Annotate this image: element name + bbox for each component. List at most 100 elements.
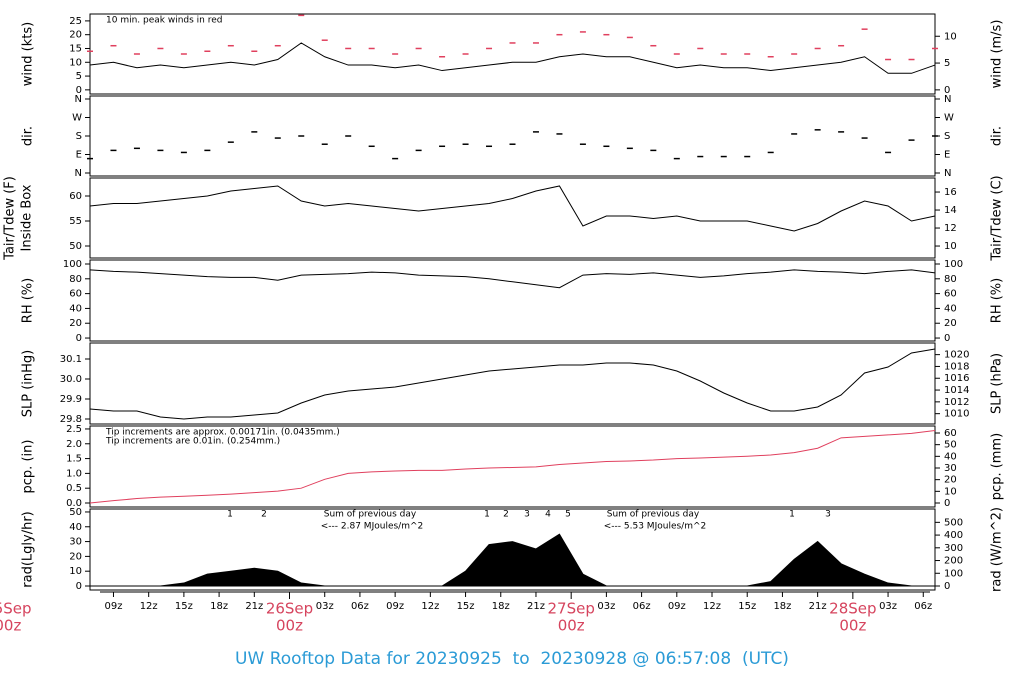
y-tick-label: 5: [76, 71, 82, 82]
y-axis-label: RH (%): [21, 278, 36, 323]
x-tick-label: 09z: [104, 601, 122, 612]
x-tick-label: 09z: [668, 601, 686, 612]
y-tick-label: 15: [69, 43, 82, 54]
y-tick-label: 0.5: [66, 483, 82, 494]
y2-tick-label: 16: [944, 187, 957, 198]
y2-axis-label: pcp. (mm): [990, 433, 1005, 500]
annotation: <--- 2.87 MJoules/m^2: [321, 522, 423, 532]
x-tick-label: 06z: [633, 601, 651, 612]
x-tick-label: 21z: [809, 601, 827, 612]
annotation: 1: [789, 510, 795, 520]
x-tick-label: 12z: [140, 601, 158, 612]
panel-frame: [89, 342, 936, 425]
x-tick-label: 06z: [351, 601, 369, 612]
y2-tick-label: 300: [944, 543, 963, 554]
y2-axis-label: rad (W/m^2): [990, 507, 1005, 592]
y2-tick-label: 10: [944, 31, 957, 42]
y-tick-label: W: [72, 113, 82, 124]
y2-tick-label: 0: [944, 581, 950, 592]
y-tick-label: 2.5: [66, 424, 82, 435]
x-tick-label: 18z: [773, 601, 791, 612]
y2-tick-label: 50: [944, 440, 957, 451]
panel-frame: [89, 95, 936, 177]
day-label: 26Sep: [266, 600, 313, 618]
x-tick-label: 03z: [597, 601, 615, 612]
y2-tick-label: 0: [944, 498, 950, 509]
y2-tick-label: 500: [944, 517, 963, 528]
x-tick-label: 12z: [421, 601, 439, 612]
data-line: [89, 348, 936, 420]
y-tick-label: 0: [76, 85, 82, 96]
y-tick-label: 0: [76, 333, 82, 344]
y2-axis-label: RH (%): [990, 278, 1005, 323]
annotation: 1: [227, 510, 233, 520]
y-tick-label: 29.9: [60, 394, 82, 405]
y2-tick-label: 14: [944, 205, 957, 216]
y2-tick-label: 1012: [944, 397, 969, 408]
y2-tick-label: 80: [944, 274, 957, 285]
y-axis-label: wind (kts): [21, 22, 36, 86]
y-tick-label: 50: [69, 241, 82, 252]
y2-tick-label: 1020: [944, 350, 969, 361]
y-tick-label: 60: [69, 289, 82, 300]
panel-frame: [89, 13, 936, 95]
y-tick-label: 30: [69, 537, 82, 548]
annotation: 3: [524, 510, 530, 520]
y2-tick-label: 60: [944, 428, 957, 439]
y-tick-label: 40: [69, 303, 82, 314]
x-tick-label: 21z: [527, 601, 545, 612]
x-tick-label: 09z: [386, 601, 404, 612]
annotation: <--- 5.53 MJoules/m^2: [604, 522, 706, 532]
y2-tick-label: N: [944, 94, 951, 105]
data-line: [89, 269, 936, 289]
y-axis-label: Inside Box: [20, 184, 35, 251]
annotation: 1: [484, 510, 490, 520]
y2-axis-label: Tair/Tdew (C): [990, 175, 1005, 261]
annotation: 2: [503, 510, 509, 520]
annotation: 2: [261, 510, 267, 520]
y2-tick-label: N: [944, 168, 951, 179]
y2-tick-label: 60: [944, 289, 957, 300]
day-label: 28Sep: [829, 600, 876, 618]
y-tick-label: 29.8: [60, 414, 82, 425]
x-tick-label: 15z: [457, 601, 475, 612]
annotation: Sum of previous day: [607, 510, 700, 520]
y-tick-label: E: [76, 149, 82, 160]
y-axis-label: rad(Lgly/hr): [21, 511, 36, 587]
y-tick-label: 1.0: [66, 468, 82, 479]
y2-tick-label: S: [944, 131, 950, 142]
panel-frame: [89, 259, 936, 342]
annotation: Sum of previous day: [324, 510, 417, 520]
y-axis-label: Tair/Tdew (F): [3, 176, 18, 261]
y2-tick-label: 1016: [944, 373, 969, 384]
annotation: 10 min. peak winds in red: [106, 16, 223, 26]
annotation: 3: [825, 510, 831, 520]
panel-frame: [89, 425, 936, 508]
y-tick-label: 25: [69, 16, 82, 27]
y-tick-label: 1.5: [66, 454, 82, 465]
day-label: 27Sep: [548, 600, 595, 618]
day-label: 00z: [839, 617, 866, 635]
x-tick-label: 18z: [210, 601, 228, 612]
y2-tick-label: 400: [944, 530, 963, 541]
y-tick-label: 0: [76, 581, 82, 592]
panel-frame: [89, 508, 936, 591]
annotation: 5: [565, 510, 571, 520]
y-tick-label: 40: [69, 522, 82, 533]
y-axis-label: SLP (inHg): [21, 350, 36, 418]
y-tick-label: 80: [69, 274, 82, 285]
y-tick-label: 50: [69, 507, 82, 518]
y-tick-label: 20: [69, 30, 82, 41]
y2-tick-label: E: [944, 149, 950, 160]
data-line: [89, 185, 936, 232]
y-tick-label: 10: [69, 57, 82, 68]
day-label: 00z: [0, 617, 21, 635]
y2-tick-label: 40: [944, 451, 957, 462]
y2-tick-label: 12: [944, 223, 957, 234]
data-line: [89, 429, 936, 504]
y2-tick-label: 1010: [944, 409, 969, 420]
x-tick-label: 18z: [492, 601, 510, 612]
y-axis-label: pcp. (in): [21, 440, 36, 494]
y2-tick-label: 1018: [944, 361, 969, 372]
